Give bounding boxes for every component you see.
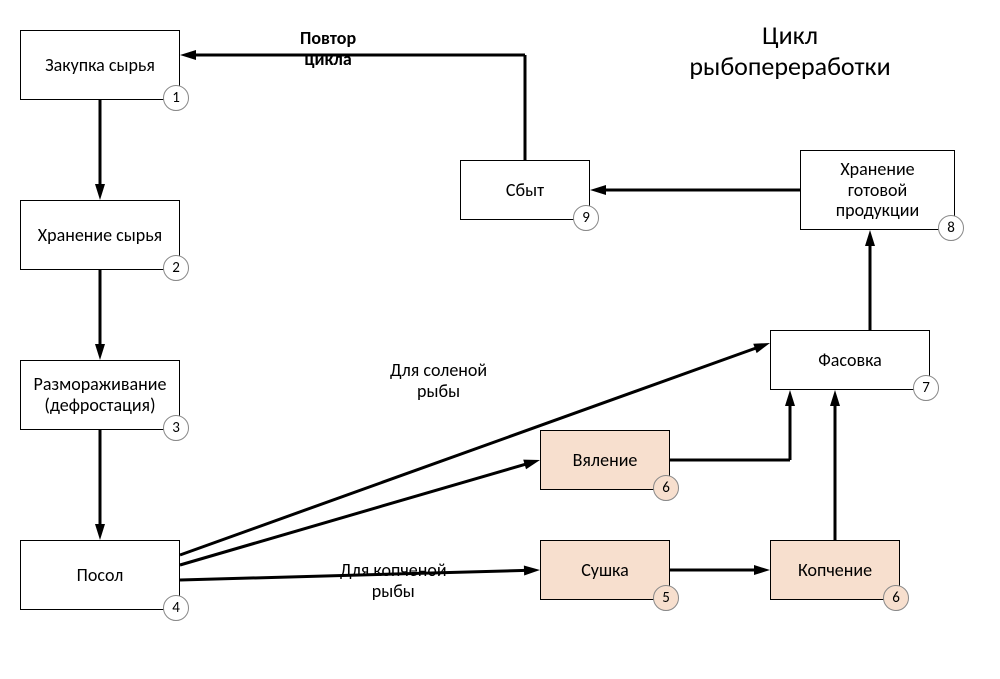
node-badge-n5: 5 — [653, 585, 679, 611]
node-n3: Размораживание (дефростация) — [20, 360, 180, 430]
node-label: Хранение готовой продукции — [836, 159, 919, 221]
node-label: Вяление — [573, 450, 638, 471]
node-label: Хранение сырья — [38, 225, 162, 246]
flowchart-canvas: Цикл рыбопереработки Закупка сырья 1 Хранен… — [0, 0, 1000, 679]
node-label: Сбыт — [506, 180, 544, 201]
node-badge-n1: 1 — [163, 85, 189, 111]
node-n8: Хранение готовой продукции — [800, 150, 955, 230]
node-label: Закупка сырья — [45, 55, 155, 76]
node-badge-n6b: 6 — [883, 585, 909, 611]
node-n4: Посол — [20, 540, 180, 610]
node-label: Размораживание (дефростация) — [34, 374, 167, 415]
node-badge-n6a: 6 — [653, 475, 679, 501]
node-n5: Сушка — [540, 540, 670, 600]
edge-label: Для копченой рыбы — [340, 560, 447, 601]
node-n9: Сбыт — [460, 160, 590, 220]
node-n2: Хранение сырья — [20, 200, 180, 270]
diagram-title: Цикл рыбопереработки — [660, 20, 920, 82]
node-badge-n4: 4 — [163, 595, 189, 621]
node-badge-n8: 8 — [938, 215, 964, 241]
node-label: Сушка — [581, 560, 629, 581]
node-n6b: Копчение — [770, 540, 900, 600]
node-label: Посол — [77, 565, 124, 586]
node-badge-n3: 3 — [163, 415, 189, 441]
edge-label: Повтор цикла — [300, 28, 356, 69]
node-label: Копчение — [798, 560, 872, 581]
edge-label: Для соленой рыбы — [390, 360, 487, 401]
node-n7: Фасовка — [770, 330, 930, 390]
node-label: Фасовка — [818, 350, 882, 371]
node-badge-n9: 9 — [573, 205, 599, 231]
node-n1: Закупка сырья — [20, 30, 180, 100]
node-n6a: Вяление — [540, 430, 670, 490]
node-badge-n2: 2 — [163, 255, 189, 281]
node-badge-n7: 7 — [913, 375, 939, 401]
